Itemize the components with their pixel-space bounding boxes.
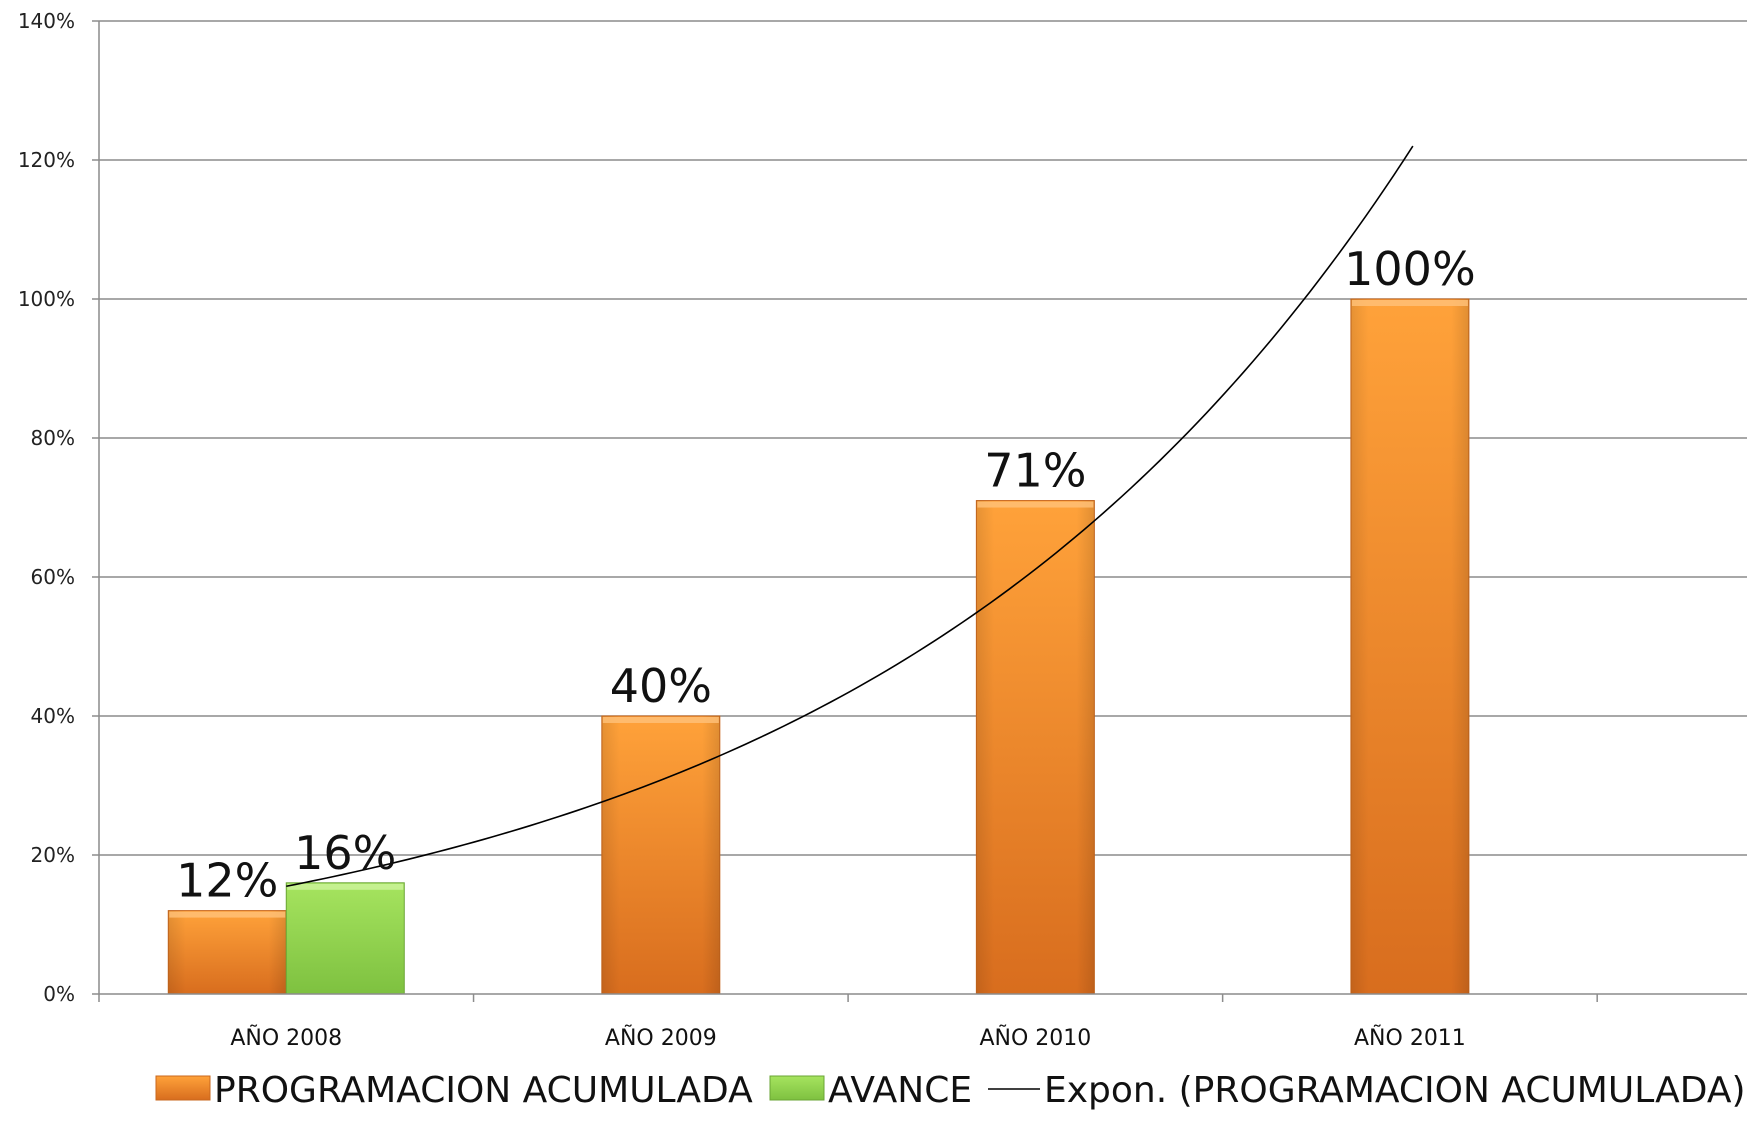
data-label: 40% (610, 659, 712, 713)
legend-label: AVANCE (828, 1070, 972, 1111)
bars (167, 298, 1470, 995)
bar-shading (976, 500, 1095, 994)
bar-highlight (602, 717, 719, 723)
y-tick-label: 80% (31, 426, 75, 450)
legend-swatch-programacion-acumulada (155, 1075, 211, 1101)
bar-highlight (287, 883, 404, 890)
legend-swatch-avance (769, 1075, 825, 1101)
bar-highlight (169, 911, 286, 918)
data-label: 16% (294, 826, 396, 880)
y-tick-label: 0% (43, 982, 75, 1006)
data-label: 12% (176, 854, 278, 908)
y-tick-label: 100% (18, 287, 75, 311)
bar-shading (168, 910, 287, 994)
y-tick-label: 120% (18, 148, 75, 172)
data-label: 71% (984, 444, 1086, 498)
trendline-expon (286, 145, 1414, 888)
x-tick-label: AÑO 2010 (979, 1024, 1091, 1051)
data-label: 100% (1344, 242, 1476, 296)
bar-shading (1350, 299, 1469, 994)
legend-label: PROGRAMACION ACUMULADA (214, 1070, 753, 1111)
x-tick-label: AÑO 2008 (230, 1024, 342, 1051)
data-labels: 12% 16% 40% 71% 100% (176, 242, 1476, 908)
gridlines (99, 20, 1747, 856)
axes (92, 20, 1747, 1002)
x-axis-tick-labels: AÑO 2008 AÑO 2009 AÑO 2010 AÑO 2011 (230, 1024, 1465, 1051)
x-tick-label: AÑO 2011 (1354, 1024, 1466, 1051)
legend: PROGRAMACION ACUMULADA AVANCE Expon. (PROG… (155, 1070, 1746, 1111)
y-tick-label: 140% (18, 9, 75, 33)
y-axis-tick-labels: 0% 20% 40% 60% 80% 100% 120% 140% (18, 9, 75, 1006)
bar-highlight (977, 501, 1094, 508)
trendline (286, 145, 1414, 888)
x-tick-label: AÑO 2009 (605, 1024, 717, 1051)
y-tick-label: 20% (31, 843, 75, 867)
y-tick-label: 40% (31, 704, 75, 728)
bar-avance (285, 882, 405, 995)
legend-label: Expon. (PROGRAMACION ACUMULADA) (1044, 1070, 1746, 1111)
bar-highlight (1351, 300, 1468, 306)
y-tick-label: 60% (31, 565, 75, 589)
bar-shading (601, 716, 720, 994)
